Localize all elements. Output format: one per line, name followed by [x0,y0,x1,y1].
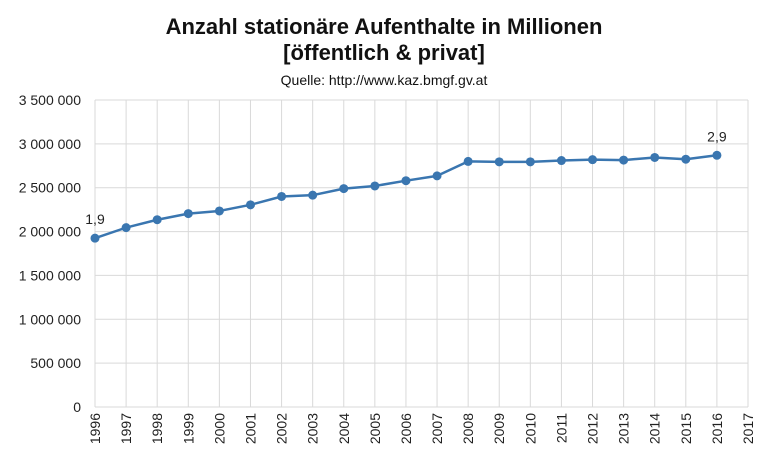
x-tick-label: 2015 [678,413,694,444]
data-point [432,171,442,181]
x-tick-label: 2006 [398,413,414,444]
data-point [214,206,224,216]
y-tick-label: 1 000 000 [19,311,81,327]
data-point [681,154,691,164]
x-tick-label: 2002 [274,413,290,444]
data-point [556,156,566,166]
x-tick-label: 2013 [616,413,632,444]
chart-title: Anzahl stationäre Aufenthalte in Million… [165,14,603,39]
x-tick-label: 2008 [460,413,476,444]
x-tick-label: 1996 [87,413,103,444]
data-label: 2,9 [707,128,727,144]
data-point [308,190,318,200]
data-point [277,191,287,201]
data-point [183,209,193,219]
x-tick-label: 2012 [585,413,601,444]
chart-title-line2: [öffentlich & privat] [283,40,485,65]
y-tick-label: 500 000 [30,355,81,371]
x-tick-label: 1999 [180,413,196,444]
data-point [494,157,504,167]
y-tick-label: 2 000 000 [19,224,81,240]
x-tick-label: 2016 [709,413,725,444]
data-point [121,223,131,233]
data-point [588,155,598,165]
data-point [525,157,535,167]
data-point [245,200,255,210]
data-point [712,150,722,160]
x-tick-label: 2010 [522,413,538,444]
data-point [90,233,100,243]
y-tick-label: 2 500 000 [19,180,81,196]
data-point [370,181,380,191]
data-point [463,156,473,166]
chart-subtitle: Quelle: http://www.kaz.bmgf.gv.at [280,72,488,88]
x-tick-label: 2004 [336,413,352,444]
x-tick-label: 2011 [553,413,569,443]
data-point [650,152,660,162]
data-point [619,155,629,165]
y-tick-label: 1 500 000 [19,267,81,283]
data-label: 1,9 [85,211,105,227]
x-tick-label: 2003 [305,413,321,444]
y-tick-label: 3 000 000 [19,136,81,152]
x-tick-label: 1997 [118,413,134,444]
x-tick-label: 2000 [211,413,227,444]
data-point [401,176,411,186]
data-point [152,215,162,225]
x-tick-label: 2009 [491,413,507,444]
x-tick-label: 2014 [647,413,663,444]
x-tick-label: 2005 [367,413,383,444]
y-tick-label: 0 [73,399,81,415]
x-tick-label: 2007 [429,413,445,444]
x-tick-label: 2017 [740,413,756,444]
x-tick-label: 2001 [242,413,258,444]
x-tick-label: 1998 [149,413,165,444]
data-point [339,184,349,194]
y-tick-label: 3 500 000 [19,92,81,108]
